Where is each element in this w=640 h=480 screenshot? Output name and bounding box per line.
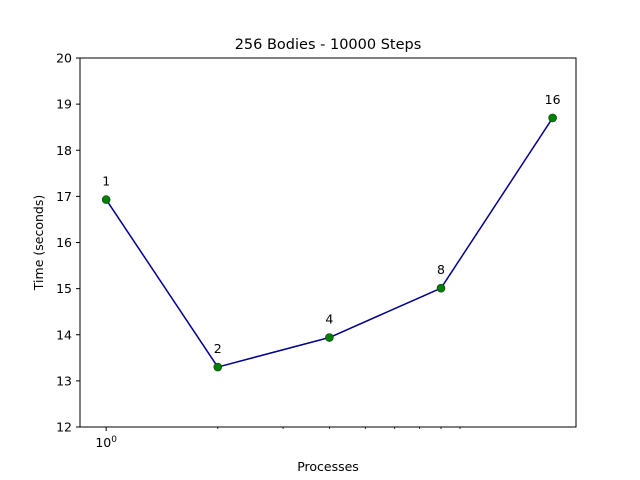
plot-frame xyxy=(79,57,577,428)
y-tick-label: 12 xyxy=(56,420,72,435)
y-tick-label: 14 xyxy=(56,327,72,342)
point-label: 4 xyxy=(325,312,333,327)
y-tick-label: 18 xyxy=(56,143,72,158)
series-line xyxy=(105,117,554,368)
data-point xyxy=(436,283,446,293)
y-axis-label: Time (seconds) xyxy=(31,195,46,291)
data-point xyxy=(325,333,334,342)
data-point xyxy=(101,195,111,204)
x-axis-label: Processes xyxy=(297,459,359,474)
y-tick-label: 15 xyxy=(56,281,72,296)
y-tick-label: 17 xyxy=(56,189,72,204)
y-tick-label: 13 xyxy=(56,373,72,388)
x-axis: 100 xyxy=(95,427,461,450)
x-tick-label: 100 xyxy=(95,435,117,450)
y-tick-label: 16 xyxy=(56,235,72,250)
point-label: 16 xyxy=(545,92,561,107)
point-label: 8 xyxy=(437,262,445,277)
data-point xyxy=(548,113,557,123)
y-tick-label: 20 xyxy=(56,51,72,66)
y-axis: 12 13 14 15 16 17 18 19 20 xyxy=(56,51,80,435)
y-tick-label: 19 xyxy=(56,97,72,112)
plot-area: 1 2 4 8 16 xyxy=(101,92,561,372)
point-label: 1 xyxy=(102,174,110,189)
point-label: 2 xyxy=(214,341,222,356)
chart-title: 256 Bodies - 10000 Steps xyxy=(235,37,422,53)
data-point xyxy=(213,362,223,372)
